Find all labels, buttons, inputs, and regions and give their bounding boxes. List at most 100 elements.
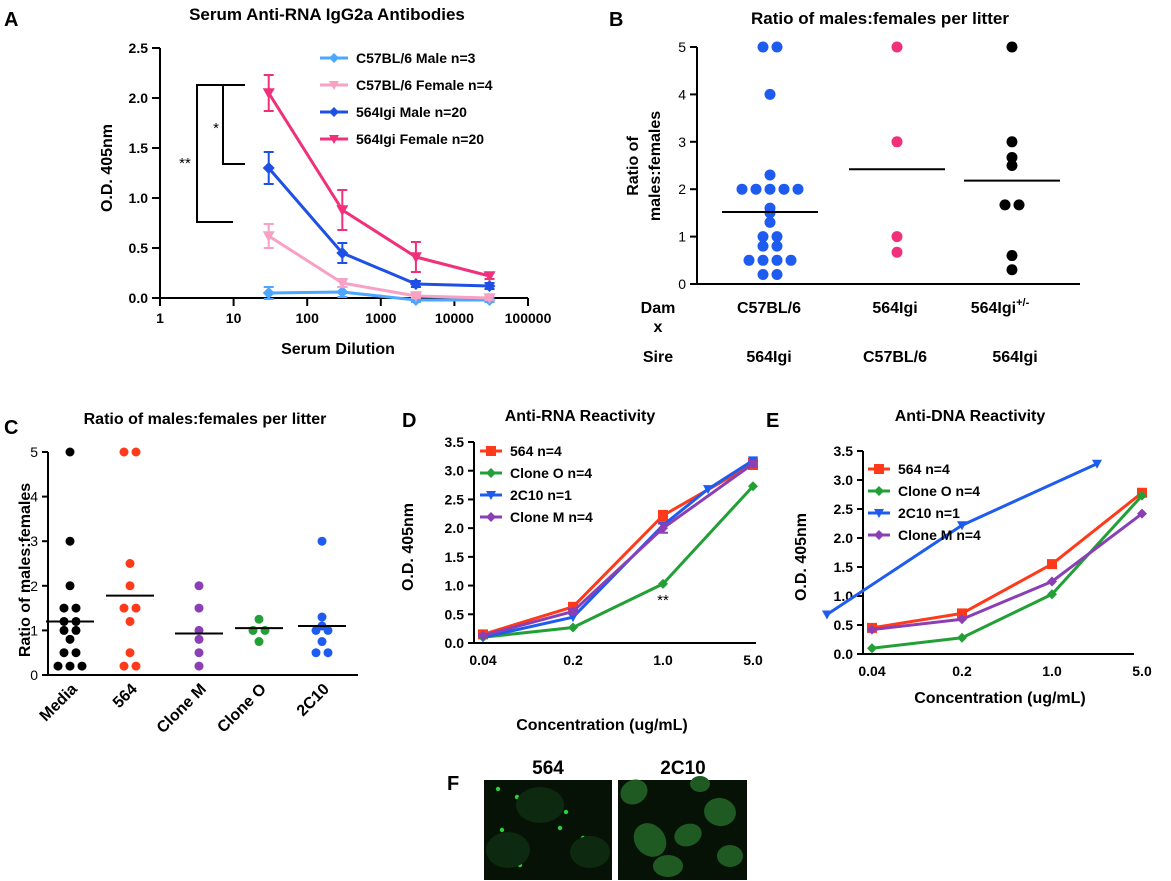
scatter-point xyxy=(1006,151,1018,163)
x-tick-label: 100 xyxy=(296,310,320,326)
data-point xyxy=(262,162,275,174)
dam-label-1: C57BL/6 xyxy=(737,300,801,317)
scatter-point xyxy=(311,625,321,635)
data-point xyxy=(483,293,496,304)
scatter-point xyxy=(194,581,204,591)
nuclear-speckle xyxy=(563,809,569,815)
scatter-point xyxy=(757,41,769,53)
scatter-point xyxy=(764,88,776,100)
data-point xyxy=(822,610,832,620)
scatter-point xyxy=(65,536,75,546)
y-tick-label: 2 xyxy=(678,181,686,197)
scatter-point xyxy=(59,648,69,658)
series-line-1 xyxy=(871,494,1144,650)
legend-label: Clone O n=4 xyxy=(510,465,592,481)
legend-marker xyxy=(874,464,884,474)
data-point xyxy=(336,205,349,216)
legend-label: 564 n=4 xyxy=(510,443,562,459)
panel-d-title: Anti-RNA Reactivity xyxy=(505,408,656,425)
data-point xyxy=(262,231,275,242)
cell-nucleus xyxy=(674,823,702,847)
data-point xyxy=(748,458,758,469)
data-point xyxy=(867,643,877,654)
panel-letter-f: F xyxy=(447,773,459,795)
scatter-point xyxy=(757,240,769,252)
scatter-point xyxy=(999,199,1011,211)
x-tick-label: 1 xyxy=(156,310,164,326)
scatter-point xyxy=(1006,136,1018,148)
panel-e: Anti-DNA Reactivity O.D. 405nm Concentra… xyxy=(793,408,1152,707)
data-point xyxy=(409,291,422,302)
y-tick-label: 0.5 xyxy=(834,617,854,633)
panel-b-ylabel-line2: males:females xyxy=(647,111,664,221)
scatter-point xyxy=(891,41,903,53)
y-tick-label: 1.0 xyxy=(834,588,854,604)
cell-nucleus xyxy=(486,832,530,868)
panel-d-significance: ** xyxy=(657,592,669,609)
y-tick-label: 5 xyxy=(678,39,686,55)
nuclear-speckle xyxy=(557,825,563,831)
data-point xyxy=(262,88,275,99)
x-tick-label: 10000 xyxy=(435,310,474,326)
cell-nucleus xyxy=(653,855,683,877)
series-line-3 xyxy=(482,462,754,637)
scatter-point xyxy=(792,183,804,195)
dam-label-2: 564Igi xyxy=(872,300,917,317)
panel-c: Ratio of males:females per litter Ratio … xyxy=(17,411,358,737)
y-tick-label: 0.0 xyxy=(445,635,465,651)
scatter-point xyxy=(891,246,903,258)
y-tick-label: 2.0 xyxy=(129,90,149,106)
legend-marker xyxy=(486,468,496,478)
y-tick-label: 0 xyxy=(678,276,686,292)
data-point xyxy=(262,287,275,299)
y-tick-label: 3 xyxy=(30,533,38,549)
legend-marker xyxy=(486,491,496,500)
panel-letter-d: D xyxy=(402,410,416,432)
scatter-point xyxy=(65,447,75,457)
annotation-double-star: ** xyxy=(179,155,191,172)
y-tick-label: 1.5 xyxy=(129,140,149,156)
scatter-point xyxy=(757,254,769,266)
microscopy-label-564: 564 xyxy=(532,758,564,779)
panel-a-xlabel: Serum Dilution xyxy=(281,341,395,358)
sire-label-1: 564Igi xyxy=(746,349,791,366)
y-tick-label: 2.5 xyxy=(834,501,854,517)
scatter-point xyxy=(59,625,69,635)
data-point xyxy=(658,523,668,534)
scatter-point xyxy=(119,603,129,613)
panel-d-ylabel: O.D. 405nm xyxy=(400,503,417,591)
y-tick-label: 4 xyxy=(30,489,38,505)
legend-label: 564Igi Female n=20 xyxy=(356,131,484,147)
panel-b: Ratio of males:females per litter Ratio … xyxy=(625,9,1080,366)
data-point xyxy=(1092,459,1102,469)
cell-nucleus xyxy=(633,823,667,857)
y-tick-label: 0.5 xyxy=(129,240,149,256)
data-point xyxy=(1047,559,1057,570)
scatter-point xyxy=(785,254,797,266)
x-tick-label: 0.04 xyxy=(469,652,496,668)
nuclear-speckle xyxy=(495,786,501,792)
y-tick-label: 3 xyxy=(678,134,686,150)
panel-letter-a: A xyxy=(4,9,18,31)
data-point xyxy=(336,286,349,298)
y-tick-label: 1.5 xyxy=(445,549,465,565)
scatter-point xyxy=(125,581,135,591)
scatter-point xyxy=(764,169,776,181)
data-point xyxy=(957,521,967,531)
legend-label: 564Igi Male n=20 xyxy=(356,104,467,120)
data-point xyxy=(1047,589,1057,600)
scatter-point xyxy=(771,41,783,53)
scatter-point xyxy=(131,603,141,613)
microscopy-label-2c10: 2C10 xyxy=(660,758,705,779)
data-point xyxy=(957,608,967,619)
y-tick-label: 4 xyxy=(678,86,686,102)
data-point xyxy=(336,278,349,289)
scatter-point xyxy=(119,447,129,457)
y-tick-label: 2.5 xyxy=(445,491,465,507)
scatter-point xyxy=(71,603,81,613)
scatter-point xyxy=(125,616,135,626)
scatter-point xyxy=(771,254,783,266)
scatter-point xyxy=(254,637,264,647)
cell-nucleus xyxy=(717,845,743,867)
data-point xyxy=(703,485,713,495)
